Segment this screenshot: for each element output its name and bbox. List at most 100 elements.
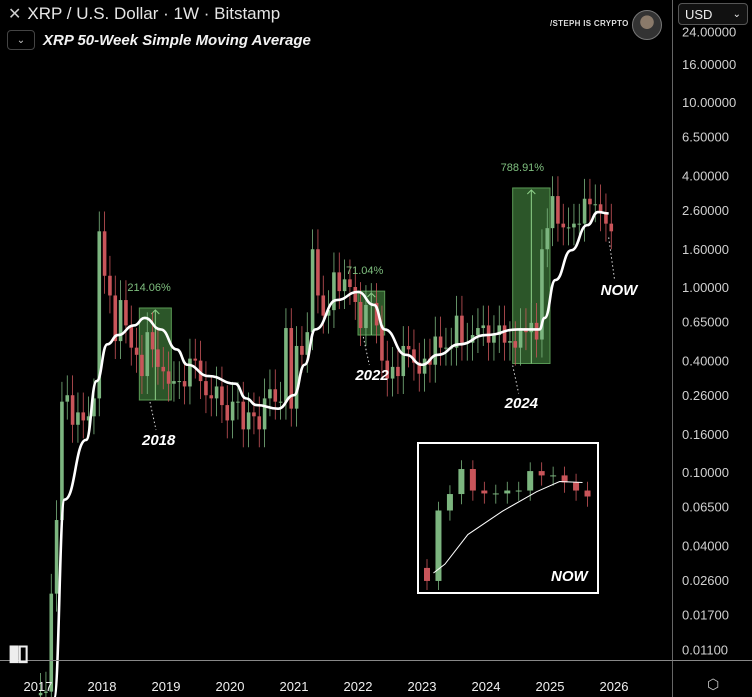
candle bbox=[209, 395, 214, 399]
inset-label: NOW bbox=[551, 568, 588, 585]
candle bbox=[385, 360, 390, 379]
time-tick-label: 2023 bbox=[408, 679, 437, 694]
candle bbox=[65, 395, 70, 402]
price-tick-label: 10.00000 bbox=[682, 95, 736, 110]
candle bbox=[257, 416, 262, 430]
candle bbox=[289, 328, 294, 409]
candle bbox=[513, 341, 518, 348]
price-tick-label: 0.10000 bbox=[682, 465, 729, 480]
price-tick-label: 6.50000 bbox=[682, 130, 729, 145]
candle bbox=[438, 336, 443, 348]
time-axis[interactable]: 2017 2018 2019 2020 2021 2022 2023 2024 2025 2026 bbox=[24, 679, 629, 694]
candle bbox=[150, 332, 155, 350]
annotation-pointer bbox=[512, 365, 520, 394]
candle bbox=[598, 204, 603, 214]
candle bbox=[182, 381, 187, 387]
time-tick-label: 2018 bbox=[88, 679, 117, 694]
price-tick-label: 0.06500 bbox=[682, 500, 729, 515]
candle bbox=[588, 198, 592, 205]
inset-candle bbox=[469, 469, 476, 491]
candle bbox=[129, 325, 134, 348]
candle bbox=[534, 322, 539, 340]
watermark: /STEPH IS CRYPTO bbox=[550, 19, 629, 28]
price-tick-label: 2.60000 bbox=[682, 203, 729, 218]
inset-candle bbox=[435, 510, 442, 581]
inset-candle bbox=[538, 471, 545, 476]
inset-chart bbox=[424, 460, 591, 590]
indicator-legend: ⌄ XRP 50-Week Simple Moving Average bbox=[7, 30, 311, 50]
inset-candle bbox=[527, 471, 534, 491]
settings-hexagon-icon[interactable]: ⬡ bbox=[707, 676, 720, 692]
annotation-pointer bbox=[608, 237, 616, 281]
chevron-down-icon[interactable]: ⌄ bbox=[7, 30, 35, 50]
tradingview-logo[interactable]: ▮▯ bbox=[8, 640, 29, 665]
candle bbox=[572, 223, 576, 228]
annotation-pointer bbox=[362, 336, 370, 366]
candle bbox=[593, 204, 598, 206]
candle bbox=[433, 336, 438, 365]
candle bbox=[113, 295, 118, 342]
annotation-label: 2022 bbox=[355, 367, 389, 385]
measure-percent-label: 788.91% bbox=[500, 161, 545, 174]
candle bbox=[481, 325, 486, 329]
candle bbox=[273, 389, 278, 402]
candle bbox=[246, 412, 251, 430]
currency-select[interactable]: USD ⌄ bbox=[678, 3, 748, 25]
candle bbox=[54, 520, 59, 594]
inset-candle bbox=[424, 567, 430, 581]
candle bbox=[550, 196, 555, 229]
symbol-title: XRP / U.S. Dollar · 1W · Bitstamp bbox=[27, 4, 281, 23]
price-tick-label: 0.01700 bbox=[682, 607, 729, 622]
inset-candle bbox=[481, 490, 488, 494]
measure-percent-label: 71.04% bbox=[346, 265, 384, 278]
candle bbox=[412, 349, 416, 363]
candle bbox=[476, 328, 480, 336]
time-tick-label: 2021 bbox=[280, 679, 309, 694]
price-tick-label: 4.00000 bbox=[682, 169, 729, 184]
candle bbox=[81, 412, 86, 421]
candle bbox=[49, 593, 54, 692]
candle bbox=[353, 287, 358, 302]
candle bbox=[332, 272, 336, 311]
candle bbox=[38, 692, 43, 696]
candle bbox=[518, 328, 523, 348]
candle bbox=[566, 227, 571, 229]
candle bbox=[342, 279, 347, 292]
candle bbox=[321, 295, 326, 316]
candle bbox=[92, 398, 96, 417]
chevron-down-icon: ⌄ bbox=[732, 8, 741, 20]
price-tick-label: 0.40000 bbox=[682, 354, 729, 369]
time-tick-label: 2022 bbox=[344, 679, 373, 694]
price-tick-label: 24.00000 bbox=[682, 25, 736, 40]
candle bbox=[454, 315, 459, 348]
candle bbox=[305, 332, 310, 355]
candle bbox=[204, 381, 208, 396]
price-tick-label: 0.04000 bbox=[682, 539, 729, 554]
candle bbox=[444, 347, 448, 349]
candle bbox=[545, 228, 550, 250]
candle bbox=[310, 249, 315, 333]
price-axis[interactable]: 24.00000 16.00000 10.00000 6.50000 4.00000 2.… bbox=[682, 25, 736, 658]
close-icon[interactable]: ✕ bbox=[8, 6, 22, 23]
candle bbox=[358, 301, 363, 329]
sma-line bbox=[53, 210, 609, 697]
candle bbox=[44, 691, 48, 693]
candle bbox=[102, 231, 107, 276]
candle bbox=[417, 362, 422, 374]
annotation-label: 2018 bbox=[142, 432, 176, 449]
price-tick-label: 1.00000 bbox=[682, 280, 729, 295]
inset-candle bbox=[584, 490, 591, 497]
candle bbox=[529, 322, 534, 333]
candle bbox=[577, 223, 582, 225]
time-tick-label: 2020 bbox=[216, 679, 245, 694]
candle bbox=[316, 249, 320, 296]
candle bbox=[380, 325, 384, 361]
candle bbox=[220, 386, 224, 406]
candle bbox=[278, 401, 283, 403]
candle bbox=[214, 386, 219, 399]
candle bbox=[284, 328, 288, 402]
price-tick-label: 1.60000 bbox=[682, 242, 729, 257]
candle bbox=[460, 315, 464, 343]
candle bbox=[252, 412, 256, 417]
